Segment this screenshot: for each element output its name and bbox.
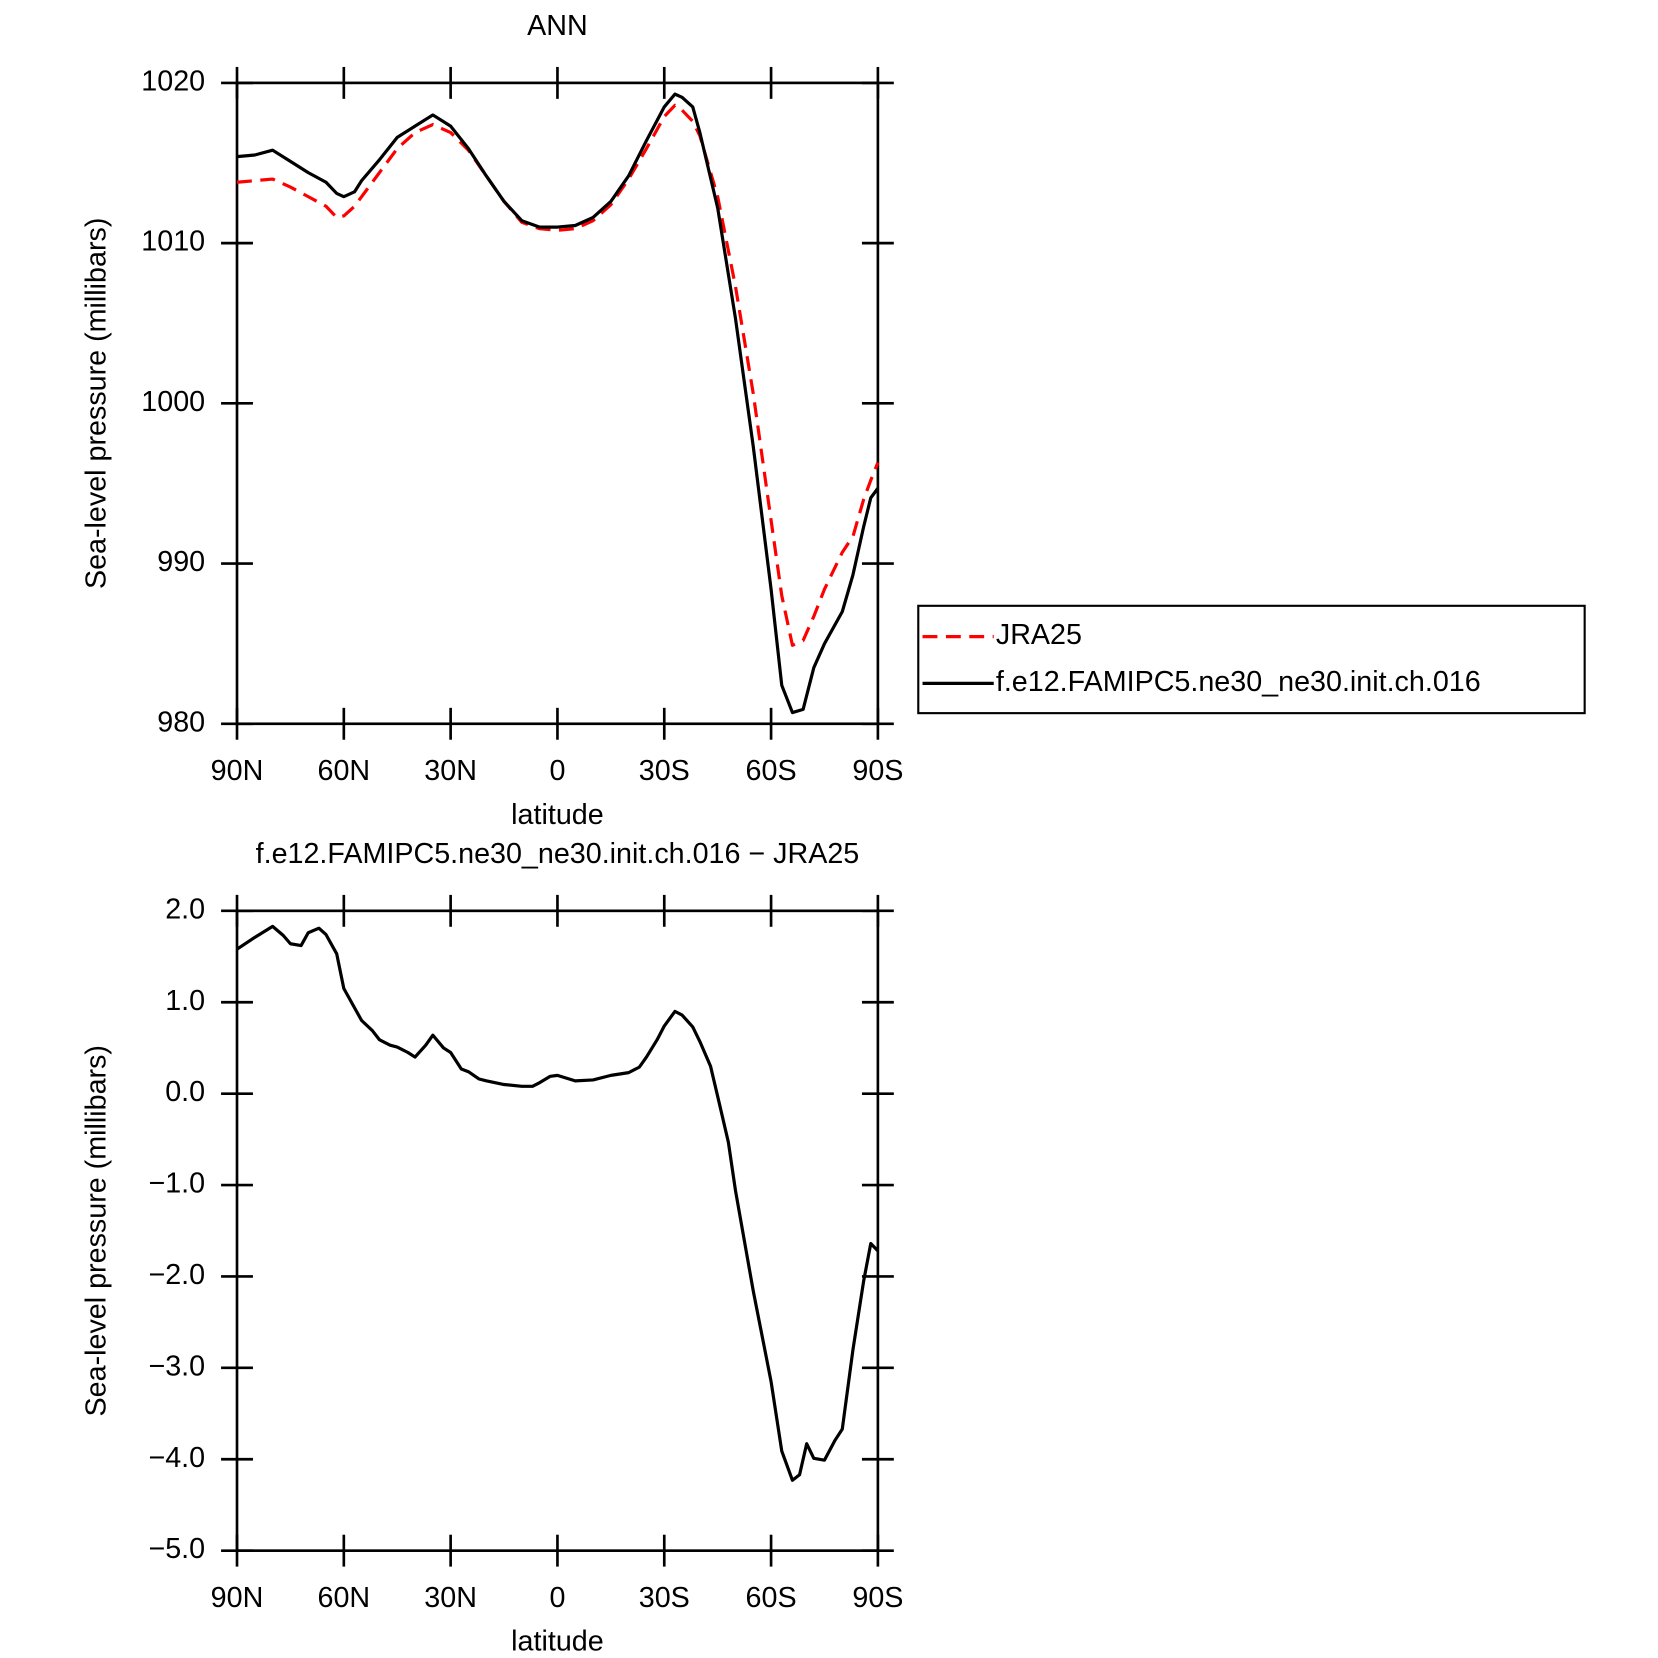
x-tick-label: 30S [639, 755, 690, 787]
y-tick-label: 1000 [141, 386, 205, 418]
x-tick-label: 90N [211, 755, 264, 787]
x-tick-label: 30N [424, 755, 477, 787]
x-tick-label: 60N [318, 755, 371, 787]
x-tick-label: 60S [746, 1582, 797, 1614]
y-tick-label: −1.0 [148, 1168, 205, 1200]
y-tick-label: 0.0 [165, 1076, 205, 1108]
y-tick-label: −2.0 [148, 1259, 205, 1291]
series-line [236, 103, 880, 647]
legend-box [917, 604, 1586, 715]
x-tick-label: 30N [424, 1582, 477, 1614]
y-tick-label: −4.0 [148, 1442, 205, 1474]
y-axis-label: Sea-level pressure (millibars) [80, 1045, 112, 1416]
y-axis-label: Sea-level pressure (millibars) [80, 218, 112, 589]
x-axis-label: latitude [511, 799, 604, 831]
y-tick-label: 1010 [141, 226, 205, 258]
x-tick-label: 90N [211, 1582, 264, 1614]
y-tick-label: −5.0 [148, 1533, 205, 1565]
y-tick-label: 990 [157, 546, 205, 578]
x-tick-label: 30S [639, 1582, 690, 1614]
y-tick-label: 980 [157, 706, 205, 738]
legend-label: JRA25 [996, 619, 1082, 651]
legend-label: f.e12.FAMIPC5.ne30_ne30.init.ch.016 [996, 666, 1481, 698]
chart-title: f.e12.FAMIPC5.ne30_ne30.init.ch.016 − JR… [256, 838, 860, 870]
x-tick-label: 90S [852, 755, 903, 787]
chart-title: ANN [527, 10, 588, 42]
y-tick-label: 1020 [141, 65, 205, 97]
x-tick-label: 0 [549, 1582, 565, 1614]
series-line [236, 92, 880, 715]
y-tick-label: −3.0 [148, 1350, 205, 1382]
x-tick-label: 60N [318, 1582, 371, 1614]
x-tick-label: 0 [549, 755, 565, 787]
x-axis-label: latitude [511, 1626, 604, 1658]
y-tick-label: 1.0 [165, 985, 205, 1017]
x-tick-label: 60S [746, 755, 797, 787]
series-line [236, 924, 880, 1482]
x-tick-label: 90S [852, 1582, 903, 1614]
plot-frame [235, 81, 880, 726]
y-tick-label: 2.0 [165, 893, 205, 925]
